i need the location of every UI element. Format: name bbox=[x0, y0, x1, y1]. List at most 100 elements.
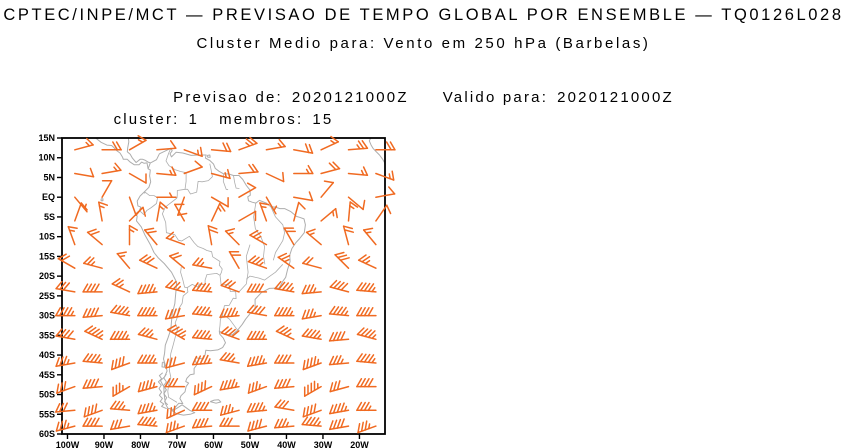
wind-barb bbox=[156, 192, 177, 198]
wind-barb bbox=[301, 416, 322, 427]
x-tick-label: 100W bbox=[56, 440, 80, 448]
coastline-path bbox=[135, 147, 306, 410]
wind-barb bbox=[302, 256, 322, 269]
wind-barb bbox=[210, 168, 231, 180]
coastline-path bbox=[368, 138, 385, 165]
x-tick-label: 20W bbox=[350, 440, 369, 448]
wind-barb bbox=[329, 380, 350, 393]
wind-barb bbox=[137, 379, 158, 393]
wind-barb bbox=[167, 324, 187, 341]
coastline-path bbox=[210, 399, 222, 404]
wind-barb bbox=[293, 143, 314, 154]
coastline-path bbox=[161, 361, 166, 368]
wind-barb bbox=[55, 280, 76, 293]
wind-barb bbox=[56, 380, 76, 394]
wind-barb bbox=[193, 380, 213, 396]
border-path bbox=[238, 244, 251, 293]
wind-barb bbox=[191, 329, 213, 341]
border-path bbox=[222, 173, 229, 191]
wind-barb bbox=[356, 327, 377, 341]
wind-barb bbox=[110, 304, 131, 317]
wind-barb bbox=[329, 279, 350, 293]
wind-barb bbox=[302, 403, 322, 418]
wind-barb bbox=[210, 202, 226, 222]
wind-barb bbox=[375, 204, 392, 222]
wind-barb bbox=[275, 325, 295, 341]
wind-barb bbox=[274, 307, 295, 317]
wind-barb bbox=[265, 138, 286, 151]
wind-barb bbox=[328, 355, 350, 366]
wind-barb bbox=[55, 355, 76, 368]
wind-barb bbox=[293, 191, 314, 202]
y-tick-label: EQ bbox=[42, 192, 55, 202]
wind-barb bbox=[74, 167, 95, 178]
wind-barb bbox=[320, 135, 340, 151]
wind-barb bbox=[55, 307, 76, 317]
wind-barb bbox=[219, 307, 240, 319]
valid-datetime: 2020121000Z bbox=[557, 89, 674, 106]
wind-barb bbox=[238, 210, 257, 222]
wind-barb bbox=[274, 354, 295, 364]
wind-barb bbox=[137, 354, 158, 364]
wind-barb bbox=[357, 254, 377, 269]
wind-barb bbox=[137, 307, 158, 317]
wind-barb bbox=[356, 307, 377, 317]
wind-barb bbox=[192, 257, 213, 269]
wind-barbs-layer bbox=[55, 135, 396, 434]
x-tick-label: 50W bbox=[241, 440, 260, 448]
coastline-path bbox=[163, 373, 169, 406]
wind-barb bbox=[375, 170, 395, 181]
wind-barb bbox=[67, 225, 78, 246]
wind-barb bbox=[82, 283, 103, 293]
border-path bbox=[233, 175, 240, 189]
members-value: 15 bbox=[312, 111, 334, 128]
wind-barb bbox=[183, 160, 203, 175]
wind-barb bbox=[277, 252, 295, 269]
border-path bbox=[139, 191, 159, 216]
wind-barb bbox=[247, 380, 268, 394]
wind-barb bbox=[246, 355, 268, 368]
border-path bbox=[185, 163, 213, 195]
wind-barb bbox=[342, 225, 355, 246]
members-label: membros: bbox=[219, 111, 304, 128]
wind-barb bbox=[219, 403, 240, 416]
wind-barb bbox=[246, 330, 268, 341]
x-tick-label: 90W bbox=[95, 440, 114, 448]
wind-barb bbox=[166, 405, 186, 420]
wind-barb bbox=[375, 186, 396, 198]
coastline-path bbox=[207, 154, 211, 158]
wind-barb bbox=[55, 419, 76, 432]
wind-barb bbox=[110, 355, 131, 371]
y-tick-label: 50S bbox=[39, 390, 55, 400]
wind-barb bbox=[156, 166, 177, 176]
coastline-path bbox=[157, 372, 167, 410]
wind-barb bbox=[274, 399, 295, 412]
wind-barb bbox=[375, 141, 396, 151]
wind-barb bbox=[191, 282, 213, 293]
wind-barb bbox=[357, 420, 377, 434]
wind-barb bbox=[57, 253, 76, 269]
cluster-value: 1 bbox=[188, 111, 200, 128]
wind-barb bbox=[82, 378, 103, 390]
wind-barb bbox=[101, 179, 113, 198]
wind-barb bbox=[283, 227, 296, 246]
wind-barb bbox=[246, 402, 268, 413]
wind-barb bbox=[207, 225, 219, 246]
wind-barb bbox=[101, 162, 122, 175]
y-tick-label: 30S bbox=[39, 311, 55, 321]
forecast-datetime: 2020121000Z bbox=[291, 89, 409, 106]
wind-barb bbox=[156, 201, 168, 222]
wind-barb bbox=[110, 418, 131, 431]
wind-barb bbox=[238, 163, 259, 175]
wind-barb bbox=[165, 356, 186, 369]
wind-barb bbox=[128, 196, 143, 216]
wind-barb bbox=[265, 171, 285, 183]
wind-barb bbox=[274, 378, 295, 390]
wind-barb bbox=[82, 353, 103, 364]
wind-barb bbox=[101, 141, 122, 151]
y-tick-label: 5N bbox=[43, 172, 55, 182]
x-tick-label: 70W bbox=[168, 440, 187, 448]
wind-barb bbox=[274, 418, 295, 429]
wind-barb bbox=[86, 228, 103, 246]
